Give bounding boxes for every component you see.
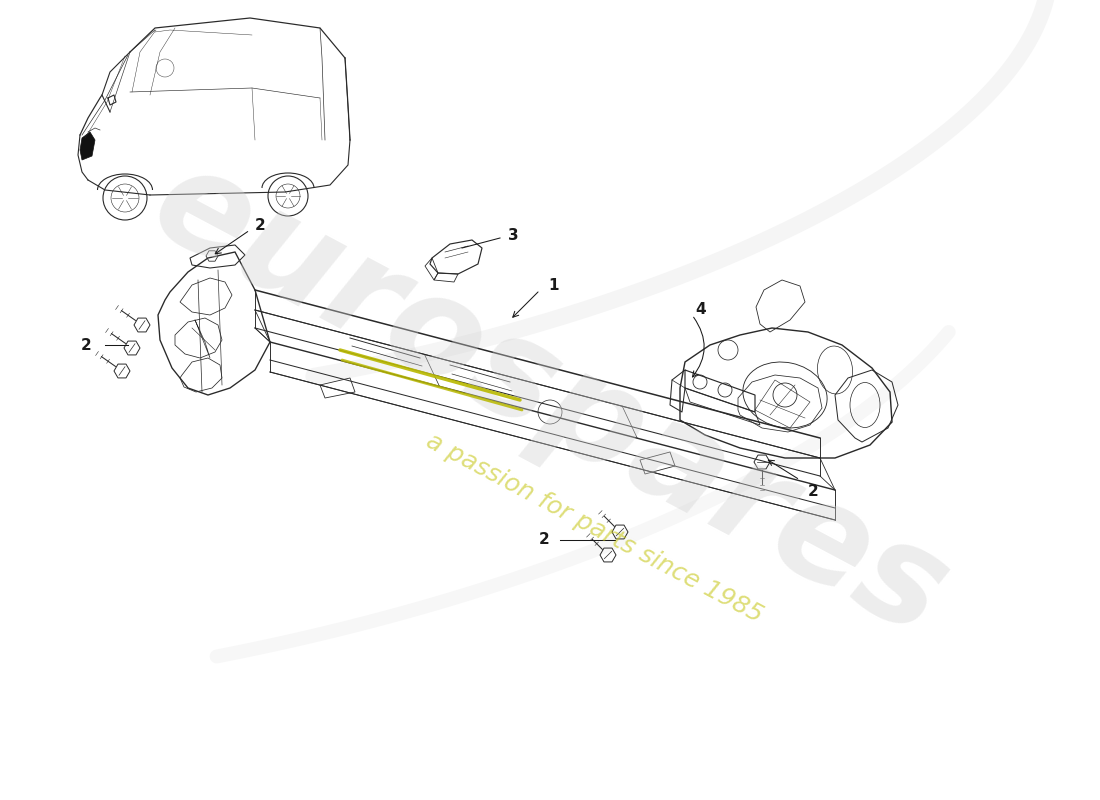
Text: eurospares: eurospares: [131, 134, 969, 666]
Polygon shape: [80, 132, 95, 160]
Text: 2: 2: [539, 533, 550, 547]
Text: 2: 2: [255, 218, 266, 234]
Text: 1: 1: [548, 278, 559, 294]
Text: 2: 2: [808, 484, 818, 499]
Text: 3: 3: [508, 229, 518, 243]
Text: 2: 2: [81, 338, 92, 353]
Text: a passion for parts since 1985: a passion for parts since 1985: [421, 429, 767, 627]
Text: 4: 4: [695, 302, 705, 318]
